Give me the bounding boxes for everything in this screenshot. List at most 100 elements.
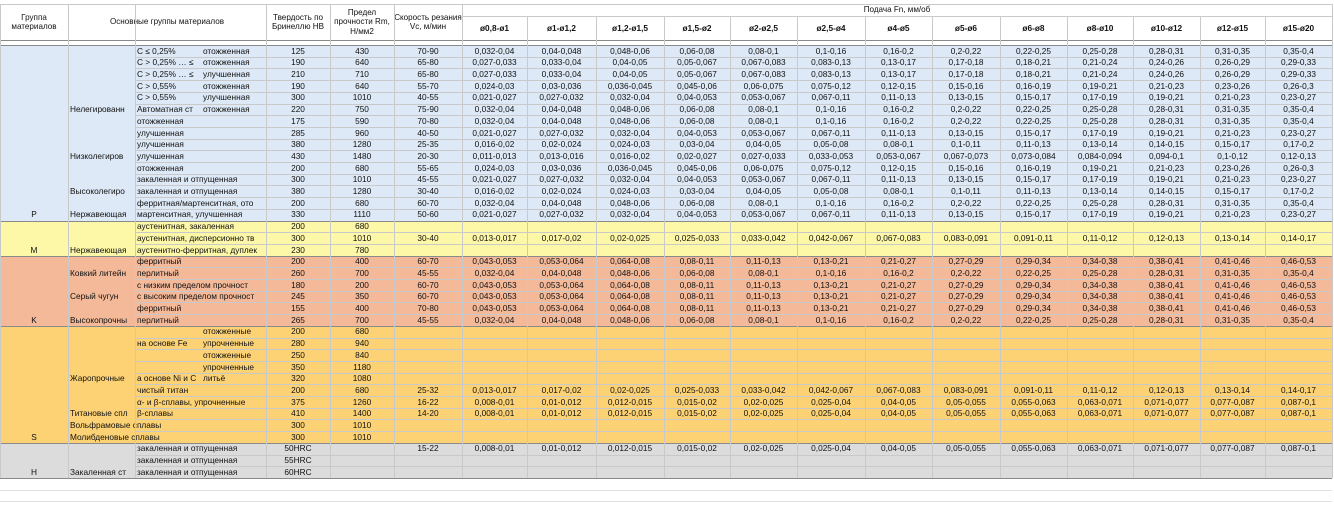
feed-cell [1265, 466, 1332, 478]
feed-cell [730, 466, 797, 478]
feed-cell: 0,14-0,15 [1148, 139, 1185, 150]
feed-cell [932, 455, 1000, 467]
material-group: Закаленная ст [70, 466, 127, 477]
feed-cell: 0,04-0,05 [745, 186, 782, 197]
grid-line [135, 232, 1332, 233]
material-subgroup: Автоматная ст [137, 104, 193, 115]
feed-cell: 0,05-0,067 [677, 57, 717, 68]
feed-cell [1000, 431, 1067, 443]
band-separator [0, 45, 1332, 46]
feed-cell: 0,032-0,04 [610, 209, 650, 220]
feed-cell [1067, 455, 1133, 467]
feed-cell: 0,35-0,4 [1283, 197, 1314, 208]
feed-cell: 0,13-0,21 [813, 256, 849, 267]
feed-cell [1133, 326, 1200, 338]
header-hardness: Твердость по Бринеллю НВ [271, 12, 325, 31]
feed-cell: 0,077-0,087 [1210, 408, 1255, 419]
strength-cell: 1260 [352, 396, 372, 407]
strength-cell: 1110 [353, 209, 371, 220]
feed-cell: 0,071-0,077 [1144, 408, 1189, 419]
feed-cell: 0,012-0,015 [607, 396, 653, 407]
grid-line [932, 16, 933, 478]
feed-cell [1200, 244, 1265, 256]
feed-cell: 0,04-0,053 [677, 92, 717, 103]
grid-line [135, 197, 1332, 198]
feed-cell: 0,083-0,13 [811, 69, 851, 80]
material-state: улучшенная [203, 92, 250, 103]
feed-cell [664, 221, 730, 233]
feed-cell: 0,04-0,053 [677, 127, 717, 138]
speed-cell: 45-55 [417, 267, 439, 278]
feed-cell: 0,013-0,017 [472, 384, 517, 395]
strength-cell: 940 [355, 338, 369, 349]
feed-cell: 0,033-0,04 [541, 69, 582, 80]
feed-cell: 0,032-0,04 [610, 174, 650, 185]
feed-cell [462, 455, 527, 467]
feed-cell: 0,29-0,34 [1015, 303, 1052, 314]
feed-cell: 0,04-0,048 [541, 115, 582, 126]
feed-cell: 0,27-0,29 [948, 279, 984, 290]
feed-cell: 0,1-0,16 [815, 104, 847, 115]
feed-cell: 0,032-0,04 [474, 45, 515, 56]
feed-cell [462, 338, 527, 350]
hardness-cell: 210 [291, 69, 305, 80]
feed-cell: 0,24-0,26 [1148, 69, 1185, 80]
feed-cell: 0,08-0,1 [748, 314, 779, 325]
feed-cell: 0,1-0,16 [815, 115, 847, 126]
feed-cell [932, 349, 1000, 361]
feed-cell [730, 244, 797, 256]
feed-cell [730, 338, 797, 350]
feed-cell [797, 349, 865, 361]
feed-cell: 0,055-0,063 [1011, 396, 1056, 407]
feed-cell: 0,15-0,17 [1214, 186, 1251, 197]
feed-cell [664, 455, 730, 467]
material-group: Вольфрамовые сплавы [70, 420, 162, 431]
feed-cell: 0,053-0,067 [741, 92, 786, 103]
feed-cell: 0,25-0,28 [1082, 197, 1118, 208]
grid-line [135, 431, 1332, 432]
feed-cell: 0,064-0,08 [610, 256, 650, 267]
feed-cell: 0,41-0,46 [1214, 256, 1251, 267]
material-subgroup: ферритный [137, 303, 182, 314]
group-code: H [31, 466, 37, 477]
feed-cell [527, 349, 596, 361]
grid-line [135, 209, 1332, 210]
feed-cell: 0,21-0,23 [1214, 127, 1251, 138]
speed-cell [394, 431, 462, 443]
feed-cell: 0,21-0,23 [1214, 174, 1251, 185]
feed-cell: 0,08-0,11 [679, 279, 715, 290]
feed-cell: 0,19-0,21 [1082, 162, 1118, 173]
feed-cell: 0,008-0,01 [474, 443, 515, 454]
feed-cell: 0,08-0,11 [679, 291, 715, 302]
feed-cell [1200, 338, 1265, 350]
feed-cell: 0,23-0,26 [1214, 80, 1251, 91]
feed-cell [865, 431, 932, 443]
feed-cell [730, 373, 797, 385]
feed-cell [1067, 221, 1133, 233]
feed-cell [932, 466, 1000, 478]
speed-cell: 30-40 [417, 232, 439, 243]
feed-cell: 0,04-0,05 [745, 139, 782, 150]
grid-line [135, 291, 1332, 292]
grid-line [330, 4, 331, 478]
speed-cell: 16-22 [417, 396, 439, 407]
strength-cell: 350 [355, 291, 369, 302]
speed-cell [394, 455, 462, 467]
feed-cell: 0,053-0,067 [741, 174, 786, 185]
feed-cell: 0,17-0,19 [1082, 209, 1118, 220]
material-state: улучшенная [203, 69, 250, 80]
material-subgroup: чистый титан [137, 384, 189, 395]
hardness-cell: 200 [291, 326, 305, 337]
hardness-cell: 190 [291, 80, 305, 91]
feed-cell: 0,015-0,02 [677, 443, 717, 454]
feed-cell: 0,12-0,13 [1280, 150, 1317, 161]
header-diameter: ø8-ø10 [1086, 22, 1114, 33]
material-group: Титановые спл [70, 408, 128, 419]
header-diameter: ø5-ø6 [954, 22, 978, 33]
feed-cell: 0,02-0,025 [743, 396, 784, 407]
hardness-cell: 410 [291, 408, 305, 419]
feed-cell: 0,25-0,28 [1082, 267, 1118, 278]
feed-cell: 0,027-0,032 [539, 127, 584, 138]
feed-cell: 0,22-0,25 [1015, 267, 1052, 278]
feed-cell: 0,2-0,22 [950, 45, 982, 56]
